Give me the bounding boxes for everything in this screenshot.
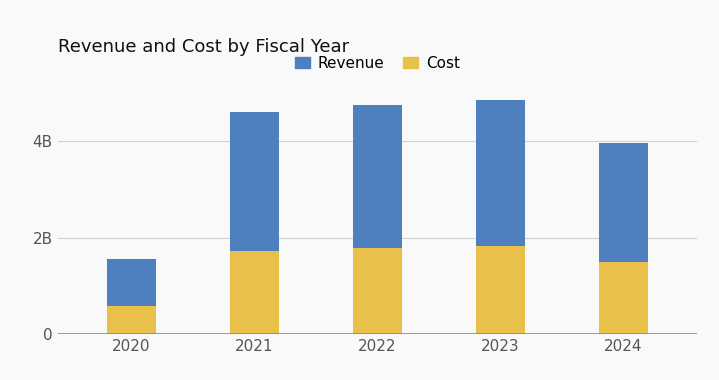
Text: Revenue and Cost by Fiscal Year: Revenue and Cost by Fiscal Year: [58, 38, 349, 56]
Bar: [353, 105, 402, 248]
Bar: [353, 248, 402, 334]
Bar: [230, 251, 279, 334]
Bar: [599, 262, 649, 334]
Bar: [106, 306, 156, 334]
Bar: [476, 100, 525, 246]
Bar: [106, 260, 156, 306]
Bar: [599, 143, 649, 262]
Bar: [230, 112, 279, 251]
Legend: Revenue, Cost: Revenue, Cost: [289, 49, 466, 77]
Bar: [476, 246, 525, 334]
